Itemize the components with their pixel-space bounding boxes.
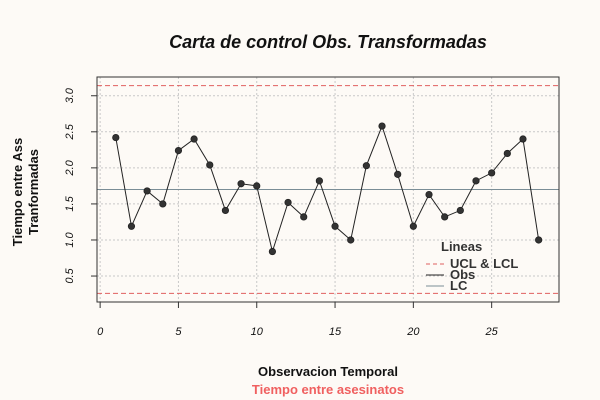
- data-point: [488, 169, 496, 177]
- legend-label-obs: Obs: [450, 267, 475, 282]
- data-point: [174, 146, 183, 155]
- data-point: [127, 222, 136, 230]
- data-point: [378, 122, 386, 130]
- data-point: [237, 180, 245, 188]
- data-point: [472, 177, 480, 185]
- data-point: [315, 177, 323, 185]
- y-tick-label: 2.5: [64, 123, 76, 140]
- data-point: [425, 190, 433, 199]
- subtitle: Tiempo entre asesinatos: [252, 382, 404, 397]
- y-tick-label: 1.5: [64, 195, 76, 211]
- x-axis: 0 5 10 15 20 25: [97, 302, 499, 338]
- legend-title: Lineas: [441, 239, 482, 254]
- data-point: [394, 170, 402, 178]
- chart-title: Carta de control Obs. Transformadas: [169, 32, 487, 52]
- data-point: [347, 236, 355, 244]
- data-point: [284, 198, 292, 207]
- data-point: [206, 161, 214, 169]
- x-axis-label: Observacion Temporal: [258, 364, 398, 379]
- data-point: [331, 222, 339, 230]
- legend-label-ucl-lcl: UCL & LCL: [450, 256, 518, 271]
- legend-label-lc: LC: [450, 278, 468, 293]
- data-point: [409, 222, 417, 230]
- data-point: [441, 213, 449, 221]
- data-point: [112, 133, 120, 142]
- x-tick-label: 15: [329, 326, 342, 338]
- y-axis-label-line-2: Tranformadas: [26, 149, 41, 235]
- data-point: [300, 213, 308, 221]
- y-tick-label: 2.0: [64, 159, 76, 176]
- x-tick-label: 0: [97, 326, 104, 338]
- reference-lines: [97, 85, 559, 294]
- data-point: [221, 206, 230, 215]
- x-tick-label: 25: [485, 326, 499, 338]
- x-tick-label: 10: [251, 326, 264, 338]
- data-point: [190, 135, 198, 143]
- data-point: [362, 162, 370, 170]
- legend: Lineas UCL & LCL Obs LC: [426, 239, 518, 293]
- data-point: [143, 187, 151, 195]
- data-point: [159, 200, 167, 208]
- data-point: [253, 182, 261, 190]
- y-axis: 0.5 1.0 1.5 2.0 2.5 3.0: [64, 87, 97, 284]
- x-tick-label: 20: [406, 326, 420, 338]
- data-point: [268, 247, 277, 256]
- data-point: [519, 135, 527, 143]
- y-tick-label: 1.0: [64, 231, 76, 247]
- data-point: [503, 149, 511, 158]
- x-tick-label: 5: [175, 326, 182, 338]
- data-point: [535, 236, 543, 244]
- y-axis-label-line-1: Tiempo entre Ass: [10, 138, 25, 246]
- data-point: [456, 206, 464, 215]
- series-line-0: [115, 124, 540, 254]
- plot-frame: [96, 76, 560, 303]
- y-tick-label: 3.0: [64, 87, 76, 103]
- y-tick-label: 0.5: [64, 268, 76, 284]
- series-obs: [112, 122, 543, 256]
